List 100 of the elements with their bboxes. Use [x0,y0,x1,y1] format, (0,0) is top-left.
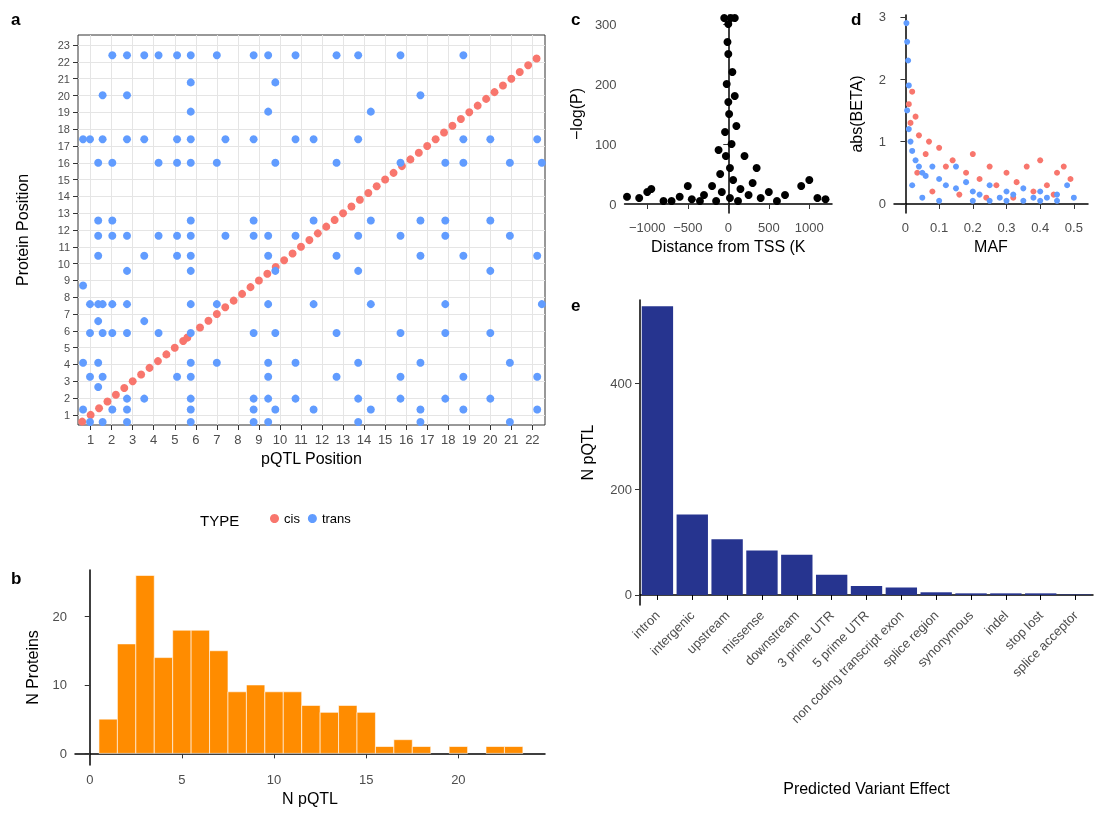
point [498,81,507,90]
x-tick-label: 4 [150,432,158,447]
y-tick-label: 8 [63,291,70,304]
y-tick-label: 1 [878,134,886,150]
point [339,209,348,218]
point [905,101,912,108]
y-tick-label: 3 [63,375,70,388]
point [330,215,339,224]
x-tick-label: 0.2 [963,220,982,235]
x-tick-label: 0 [901,220,910,235]
point [781,191,790,199]
y-tick-label: 20 [57,89,70,102]
point [797,182,806,190]
y-tick-label: 22 [57,55,70,68]
point [904,38,911,45]
point [229,296,238,305]
x-tick-label: 9 [255,432,263,447]
x-tick-label: 18 [441,432,456,447]
point [246,283,255,292]
point [1037,188,1044,195]
point [969,188,976,195]
point [1030,188,1037,195]
point [905,126,912,133]
y-tick-label: 6 [63,324,70,337]
point [722,80,731,88]
y-tick-label: 16 [57,156,70,169]
point [490,88,499,97]
point [322,222,331,231]
point [813,194,822,202]
point [1054,197,1061,204]
point [103,397,112,406]
point [714,146,723,154]
point [296,242,305,251]
point [524,61,533,70]
point [128,377,137,386]
y-tick-label: 400 [610,375,632,391]
point [221,303,230,312]
point [473,101,482,110]
point [821,195,830,204]
point [659,197,668,205]
point [926,138,933,145]
point [725,164,734,172]
point [903,20,910,27]
point [905,57,912,64]
point [263,269,272,278]
y-tick-label: 13 [57,207,70,220]
point [1064,182,1071,189]
bar [885,587,918,595]
point [372,182,381,191]
y-tick-label: 100 [594,136,617,152]
y-axis-title: Protein Position [13,173,31,287]
point [695,197,704,205]
point [996,194,1003,201]
point [708,182,717,190]
point [683,182,692,190]
bar [711,539,743,595]
point [1037,157,1044,164]
point [145,363,154,372]
x-tick-label: 13 [335,432,351,447]
y-tick-label: 200 [594,76,617,92]
x-tick-label: 17 [419,432,435,447]
y-tick-label: 10 [52,677,67,693]
point [153,357,162,366]
point [724,20,733,28]
x-tick-label: 0.3 [997,220,1016,235]
y-tick-label: 9 [63,274,70,287]
x-tick-label: 11 [294,432,308,447]
point [963,179,970,186]
y-tick-label: 1 [63,408,70,421]
point [120,384,129,393]
y-tick-label: 18 [57,123,70,136]
y-tick-label: 2 [878,71,886,87]
y-tick-label: 3 [878,9,886,25]
y-tick-label: 5 [63,341,70,354]
x-axis-title: MAF [974,238,1009,256]
y-axis-title: N pQTL [578,424,596,481]
point [1003,197,1010,204]
point [431,135,440,144]
point [204,316,213,325]
y-axis-title: N Proteins [23,630,41,705]
y-tick-label: 23 [57,39,70,52]
x-axis-title: Distance from TSS (K [651,238,806,256]
point [1037,197,1044,204]
x-tick-label: 0 [86,772,94,787]
point [1070,194,1077,201]
point [929,188,936,195]
point [170,343,179,352]
point [675,192,684,201]
x-tick-label: 21 [504,432,519,447]
y-axis-title: abs(BETA) [847,75,865,153]
point [507,74,516,83]
x-tick-label: 15 [358,772,374,787]
bar [815,574,848,595]
point [137,370,146,379]
point [440,128,449,137]
point [700,191,708,199]
point [721,128,730,136]
point [764,188,773,196]
point [1030,194,1037,201]
y-tick-label: 11 [58,240,70,253]
